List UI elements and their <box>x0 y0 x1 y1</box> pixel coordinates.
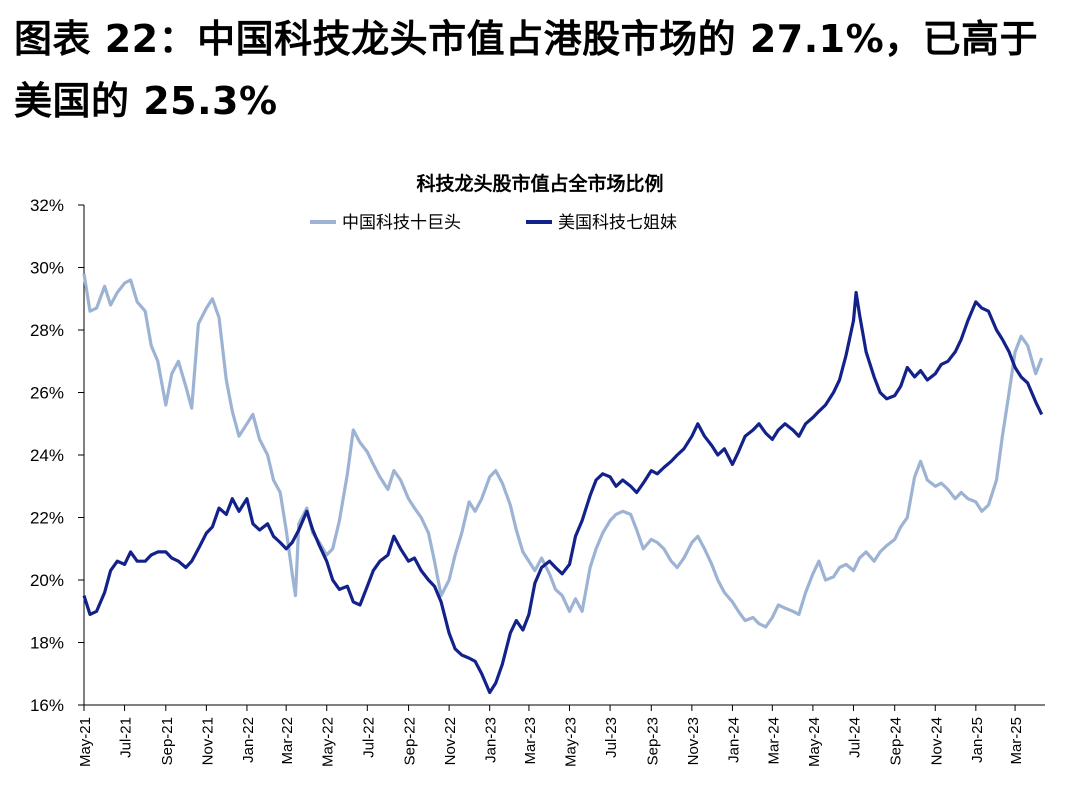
y-axis: 16% 18% 20% 22% 24% 26% 28% 30% 32% <box>30 196 85 715</box>
y-tick-label: 24% <box>30 446 64 465</box>
x-axis: May-21 Jul-21 Sep-21 Nov-21 Jan-22 Mar-22 May-… <box>77 704 1045 767</box>
x-tick-label: Nov-23 <box>685 717 702 765</box>
y-tick-label: 20% <box>30 571 64 590</box>
x-tick-label: Jul-23 <box>603 717 620 758</box>
x-tick-label: Mar-25 <box>1008 717 1025 765</box>
x-tick-label: May-22 <box>320 717 337 767</box>
legend-label-china: 中国科技十巨头 <box>342 213 461 232</box>
x-tick-label: Jan-24 <box>725 717 742 763</box>
chart-container: 科技龙头股市值占全市场比例 中国科技十巨头 美国科技七姐妹 16% 18% 20% 2… <box>0 160 1080 807</box>
y-tick-label: 30% <box>30 259 64 278</box>
x-tick-label: Jan-22 <box>240 717 257 763</box>
x-tick-label: Jul-21 <box>118 717 135 758</box>
chart-title: 科技龙头股市值占全市场比例 <box>416 172 663 195</box>
x-tick-label: Jul-24 <box>846 717 863 758</box>
line-chart: 科技龙头股市值占全市场比例 中国科技十巨头 美国科技七姐妹 16% 18% 20% 2… <box>30 172 1045 767</box>
series-layer <box>82 273 1044 695</box>
figure-title: 图表 22：中国科技龙头市值占港股市场的 27.1%，已高于美国的 25.3% <box>14 17 1039 123</box>
y-tick-label: 18% <box>30 634 64 653</box>
x-tick-label: Jan-23 <box>483 717 500 763</box>
legend: 中国科技十巨头 美国科技七姐妹 <box>310 213 677 232</box>
x-tick-label: Jan-25 <box>969 717 986 763</box>
y-tick-label: 28% <box>30 321 64 340</box>
x-tick-label: Sep-21 <box>159 717 176 765</box>
y-tick-label: 16% <box>30 696 64 715</box>
x-tick-label: Mar-23 <box>522 717 539 765</box>
series-line-us <box>82 290 1044 695</box>
x-tick-label: Mar-22 <box>279 717 296 765</box>
legend-label-us: 美国科技七姐妹 <box>558 213 677 232</box>
x-tick-label: Mar-24 <box>765 717 782 765</box>
x-tick-label: May-21 <box>77 717 94 767</box>
x-tick-label: Nov-21 <box>199 717 216 765</box>
x-tick-label: May-24 <box>806 717 823 767</box>
x-tick-label: Sep-23 <box>644 717 661 765</box>
x-tick-label: Nov-22 <box>442 717 459 765</box>
x-tick-label: Sep-22 <box>402 717 419 765</box>
x-tick-label: Sep-24 <box>888 717 905 765</box>
series-line-china <box>82 273 1044 629</box>
x-tick-label: May-23 <box>562 717 579 767</box>
y-tick-label: 22% <box>30 509 64 528</box>
y-tick-label: 32% <box>30 196 64 215</box>
x-tick-label: Jul-22 <box>360 717 377 758</box>
x-tick-label: Nov-24 <box>928 717 945 765</box>
y-tick-label: 26% <box>30 384 64 403</box>
